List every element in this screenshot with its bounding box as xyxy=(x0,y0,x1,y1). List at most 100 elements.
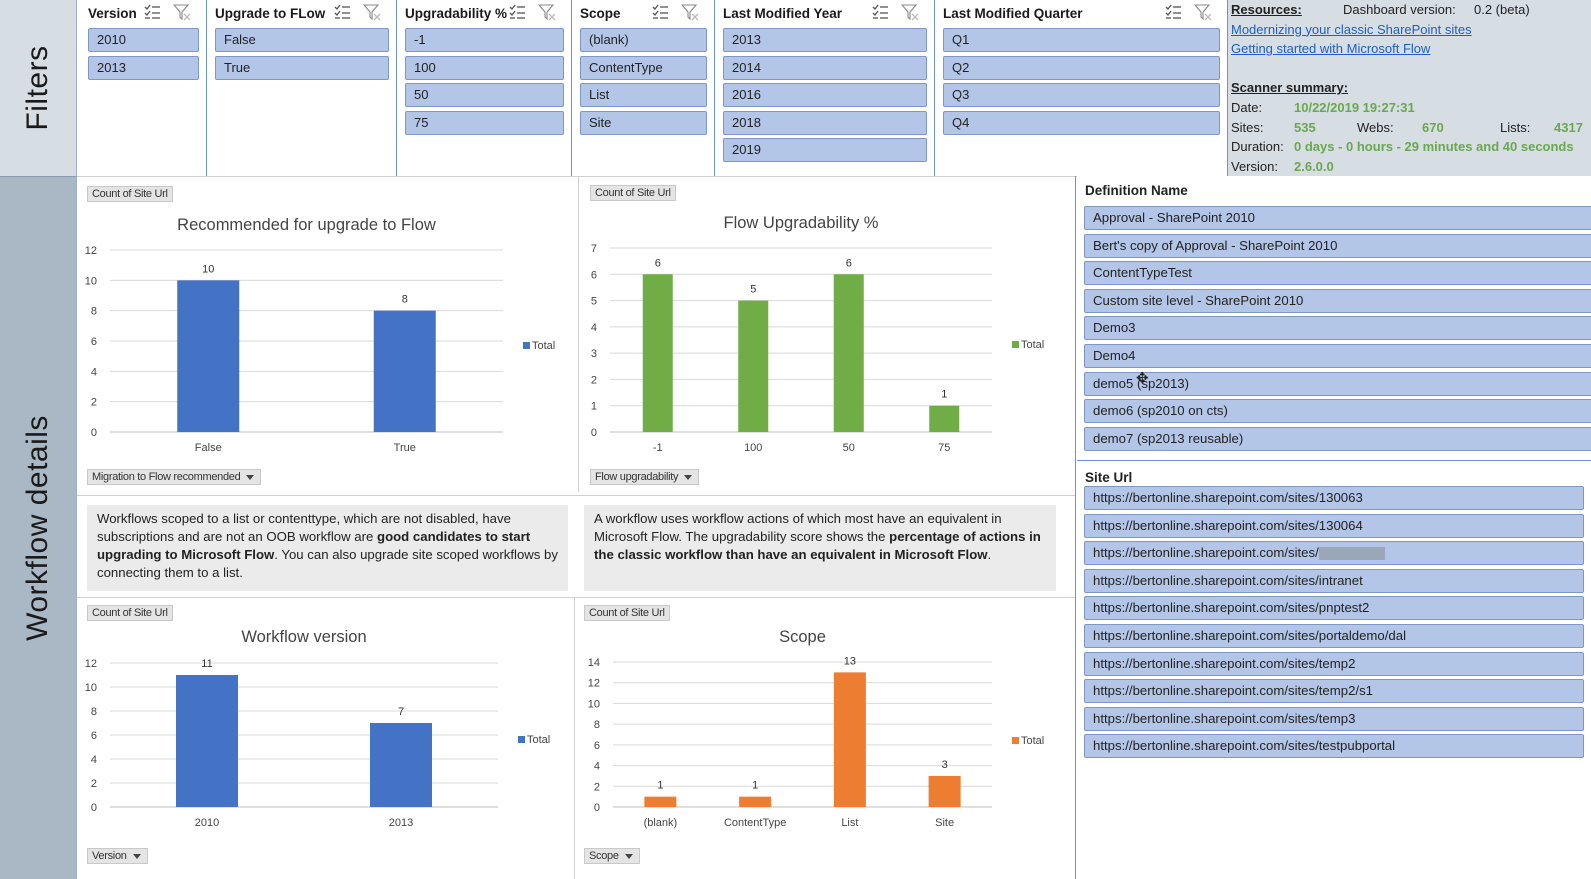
slicer-item[interactable]: 2016 xyxy=(723,83,927,108)
multi-select-icon[interactable] xyxy=(333,3,351,21)
y-tick-label: 12 xyxy=(588,678,600,690)
description-upgrade: Workflows scoped to a list or contenttyp… xyxy=(87,505,568,591)
dropdown-scope[interactable]: Scope xyxy=(584,848,640,864)
bar xyxy=(739,796,772,807)
legend-label: Total xyxy=(532,340,555,352)
slicer-item[interactable]: 100 xyxy=(405,55,564,80)
site-url-text: https://bertonline.sharepoint.com/sites/… xyxy=(1093,738,1396,754)
y-tick-label: 10 xyxy=(588,698,600,710)
multi-select-icon[interactable] xyxy=(143,3,161,21)
divider-row xyxy=(77,597,1075,598)
chart-title: Recommended for upgrade to Flow xyxy=(177,216,436,234)
site-url-item[interactable]: https://bertonline.sharepoint.com/sites/… xyxy=(1084,679,1584,704)
definition-item[interactable]: demo6 (sp2010 on cts) xyxy=(1084,399,1591,424)
version-label: Version: xyxy=(1231,158,1278,174)
description-upgradability: A workflow uses workflow actions of whic… xyxy=(584,505,1056,591)
chevron-down-icon xyxy=(246,474,255,480)
y-tick-label: 2 xyxy=(591,374,597,386)
x-tick-label: False xyxy=(195,442,222,454)
slicer-item[interactable]: 2010 xyxy=(88,28,199,52)
slicer-item[interactable]: Q3 xyxy=(943,83,1220,108)
sites-label: Sites: xyxy=(1231,119,1264,135)
legend-label: Total xyxy=(1021,339,1044,351)
clear-filter-icon[interactable] xyxy=(538,3,556,21)
data-label: 7 xyxy=(398,706,404,718)
data-label: 10 xyxy=(202,263,214,275)
site-url-text: https://bertonline.sharepoint.com/sites/… xyxy=(1093,683,1374,699)
slicer-item[interactable]: True xyxy=(215,55,389,80)
definition-item[interactable]: ContentTypeTest xyxy=(1084,261,1591,286)
slicer-item[interactable]: 50 xyxy=(405,83,564,108)
clear-filter-icon[interactable] xyxy=(681,3,699,21)
definition-name-slicer: Definition Name Approval - SharePoint 20… xyxy=(1077,178,1591,460)
slicer-item[interactable]: Site xyxy=(580,110,707,135)
y-tick-label: 10 xyxy=(85,682,97,694)
x-tick-label: 100 xyxy=(744,442,762,454)
definition-item[interactable]: demo5 (sp2013) xyxy=(1084,371,1591,396)
move-cursor-icon: ✥ xyxy=(1136,370,1149,387)
slicer-item[interactable]: -1 xyxy=(405,28,564,52)
dropdown-migration[interactable]: Migration to Flow recommended xyxy=(87,469,262,485)
site-url-item[interactable]: https://bertonline.sharepoint.com/sites/… xyxy=(1084,486,1584,510)
dashboard-version-label: Dashboard version: xyxy=(1343,2,1456,17)
clear-filter-icon[interactable] xyxy=(901,3,919,21)
slicer-header: Last Modified Year xyxy=(715,0,934,26)
slicer-item[interactable]: 2013 xyxy=(88,55,199,80)
slicer-item[interactable]: List xyxy=(580,83,707,108)
multi-select-icon[interactable] xyxy=(651,3,669,21)
slicer-header: Upgradability % xyxy=(397,0,571,26)
definition-item[interactable]: Demo3 xyxy=(1084,316,1591,341)
site-url-item[interactable]: https://bertonline.sharepoint.com/sites/… xyxy=(1084,596,1584,621)
divider-lists-split xyxy=(1077,460,1591,461)
slicer-item[interactable]: 2014 xyxy=(723,55,927,80)
site-url-item[interactable]: https://bertonline.sharepoint.com/sites/… xyxy=(1084,651,1584,676)
chart-title: Scope xyxy=(779,628,826,646)
dropdown-upgradability-label: Flow upgradability xyxy=(595,471,679,483)
definition-item[interactable]: Approval - SharePoint 2010 xyxy=(1084,206,1591,230)
definition-item[interactable]: Demo4 xyxy=(1084,344,1591,368)
site-url-item[interactable]: https://bertonline.sharepoint.com/sites/… xyxy=(1084,734,1584,759)
slicer-item[interactable]: (blank) xyxy=(580,28,707,52)
slicer-item[interactable]: 2018 xyxy=(723,110,927,135)
bar xyxy=(928,775,961,807)
dropdown-upgradability[interactable]: Flow upgradability xyxy=(590,469,700,485)
definition-item[interactable]: Custom site level - SharePoint 2010 xyxy=(1084,288,1591,313)
site-url-item[interactable]: https://bertonline.sharepoint.com/sites/… xyxy=(1084,624,1584,648)
data-label: 1 xyxy=(941,389,947,401)
slicer-item[interactable]: Q1 xyxy=(943,28,1220,52)
definition-item[interactable]: demo7 (sp2013 reusable) xyxy=(1084,426,1591,451)
multi-select-icon[interactable] xyxy=(871,3,889,21)
slicer-item[interactable]: 75 xyxy=(405,110,564,135)
lists-value: 4317 xyxy=(1554,119,1583,135)
multi-select-icon[interactable] xyxy=(1164,3,1182,21)
slicer-item[interactable]: Q4 xyxy=(943,110,1220,135)
bar xyxy=(738,300,769,432)
slicer-item[interactable]: ContentType xyxy=(580,55,707,80)
slicer-item[interactable]: Q2 xyxy=(943,55,1220,80)
link-modernizing[interactable]: Modernizing your classic SharePoint site… xyxy=(1231,21,1472,37)
clear-filter-icon[interactable] xyxy=(173,3,191,21)
site-url-item[interactable]: https://bertonline.sharepoint.com/sites/ xyxy=(1084,541,1584,566)
slicer-4: Last Modified Year 2013 2014 2016 2018 2019 xyxy=(715,0,935,176)
slicer-item[interactable]: 2019 xyxy=(723,138,927,163)
definition-item[interactable]: Bert's copy of Approval - SharePoint 201… xyxy=(1084,233,1591,258)
description-upgrade-text-1: Workflows scoped to a list or contenttyp… xyxy=(97,511,511,544)
y-tick-label: 4 xyxy=(91,366,97,378)
webs-value: 670 xyxy=(1422,119,1444,135)
slicer-title: Upgrade to FLow xyxy=(215,5,326,21)
data-label: 11 xyxy=(201,658,212,670)
site-url-item[interactable]: https://bertonline.sharepoint.com/sites/… xyxy=(1084,568,1584,593)
clear-filter-icon[interactable] xyxy=(1194,3,1212,21)
link-flow[interactable]: Getting started with Microsoft Flow xyxy=(1231,41,1431,57)
data-label: 6 xyxy=(846,257,852,269)
site-url-item[interactable]: https://bertonline.sharepoint.com/sites/… xyxy=(1084,706,1584,731)
x-tick-label: List xyxy=(841,817,858,829)
clear-filter-icon[interactable] xyxy=(363,3,381,21)
site-url-item[interactable]: https://bertonline.sharepoint.com/sites/… xyxy=(1084,513,1584,538)
count-tag-2: Count of Site Url xyxy=(590,185,676,201)
slicer-item[interactable]: False xyxy=(215,28,389,52)
multi-select-icon[interactable] xyxy=(508,3,526,21)
dropdown-version[interactable]: Version xyxy=(87,848,148,864)
filters-side-label: Filters xyxy=(0,0,77,176)
slicer-item[interactable]: 2013 xyxy=(723,28,927,52)
